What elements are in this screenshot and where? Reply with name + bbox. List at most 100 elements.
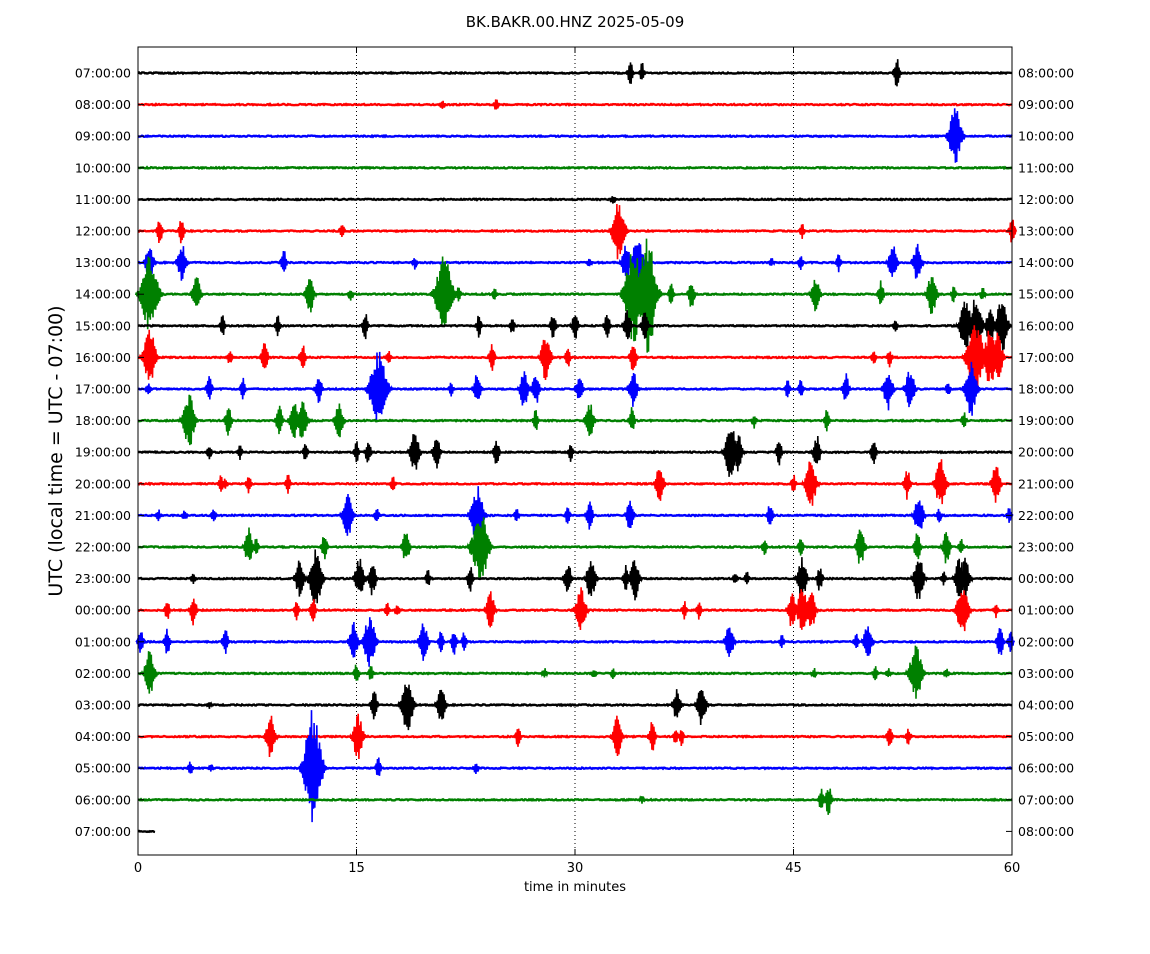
seismic-event — [490, 288, 500, 300]
trace-baseline — [137, 418, 1013, 423]
seismic-event — [773, 442, 785, 466]
right-time-label: 11:00:00 — [1018, 160, 1074, 175]
seismic-event — [626, 560, 644, 601]
trace-baseline — [137, 702, 1013, 708]
right-time-label: 14:00:00 — [1018, 255, 1074, 270]
seismic-event — [302, 279, 318, 313]
seismic-event — [694, 602, 704, 620]
seismic-event — [516, 371, 532, 406]
seismic-event — [251, 538, 261, 554]
seismic-event — [304, 549, 327, 604]
seismic-event — [651, 470, 668, 501]
seismic-event — [934, 508, 944, 523]
seismic-event — [608, 715, 626, 757]
trace-baseline — [137, 228, 1012, 234]
seismic-event — [987, 332, 1007, 378]
seismic-event — [338, 493, 357, 536]
seismic-event — [217, 315, 228, 336]
seismic-event — [437, 100, 447, 109]
seismic-event — [852, 529, 869, 564]
seismic-event — [941, 668, 952, 678]
right-time-label: 12:00:00 — [1018, 192, 1074, 207]
seismic-event — [1005, 631, 1016, 652]
trace-row — [137, 394, 1013, 446]
seismic-event — [645, 722, 659, 751]
seismic-event — [180, 510, 190, 520]
seismic-event — [884, 728, 895, 746]
seismic-event — [943, 383, 953, 395]
seismic-event — [423, 570, 433, 585]
seismic-event — [396, 684, 418, 731]
seismic-event — [793, 557, 811, 600]
seismic-event — [890, 320, 900, 332]
seismic-event — [730, 574, 740, 583]
x-axis-label: time in minutes — [524, 880, 626, 895]
trace-row — [137, 99, 1012, 110]
right-time-label: 19:00:00 — [1018, 413, 1074, 428]
seismic-event — [446, 382, 456, 397]
seismic-event — [154, 221, 166, 244]
seismic-event — [809, 435, 824, 464]
left-time-label: 03:00:00 — [75, 698, 131, 713]
seismic-event — [911, 533, 924, 560]
seismic-event — [638, 312, 651, 339]
seismic-event — [436, 631, 446, 653]
trace-baseline — [137, 70, 1012, 76]
right-time-label: 22:00:00 — [1018, 508, 1074, 523]
seismic-event — [909, 561, 928, 599]
seismic-event — [767, 258, 777, 267]
seismic-event — [490, 440, 502, 464]
seismic-event — [262, 715, 279, 758]
seismic-event — [890, 59, 903, 87]
right-time-label: 15:00:00 — [1018, 287, 1074, 302]
seismic-event — [220, 478, 230, 489]
seismic-event — [351, 664, 362, 681]
seismic-event — [608, 668, 618, 679]
seismic-event — [879, 374, 897, 411]
seismic-event — [283, 474, 293, 494]
seismic-event — [584, 258, 595, 267]
right-time-label: 05:00:00 — [1018, 729, 1074, 744]
seismic-event — [562, 348, 573, 367]
right-time-label: 21:00:00 — [1018, 476, 1074, 491]
seismic-event — [188, 277, 205, 306]
seismic-event — [209, 509, 219, 522]
right-time-labels: 08:00:00 09:00:00 10:00:00 11:00:00 12:00:00… — [1006, 66, 1074, 839]
seismic-event — [225, 351, 235, 363]
x-tick-label: 0 — [134, 861, 142, 876]
seismic-event — [623, 500, 637, 529]
right-time-label: 08:00:00 — [1018, 66, 1074, 81]
seismic-event — [134, 256, 165, 330]
right-time-label: 02:00:00 — [1018, 634, 1074, 649]
seismic-event — [633, 238, 663, 353]
trace-baseline — [138, 165, 1013, 171]
seismic-event — [601, 314, 613, 338]
right-time-label: 10:00:00 — [1018, 129, 1074, 144]
seismic-event — [161, 628, 173, 654]
seismic-event — [272, 315, 283, 337]
seismic-event — [560, 565, 575, 592]
seismic-event — [822, 410, 832, 432]
seismic-event — [620, 310, 634, 340]
seismic-event — [991, 604, 1001, 619]
seismic-event — [206, 764, 216, 772]
x-tick-label: 45 — [785, 861, 802, 876]
trace-row — [137, 517, 1013, 580]
seismic-event — [870, 666, 880, 681]
seismic-event — [318, 537, 330, 560]
seismic-event — [749, 416, 759, 429]
seismic-event — [351, 441, 362, 463]
right-time-label: 20:00:00 — [1018, 445, 1074, 460]
seismic-event — [258, 343, 271, 369]
left-time-label: 12:00:00 — [75, 224, 131, 239]
seismic-event — [900, 471, 913, 500]
right-time-label: 01:00:00 — [1018, 603, 1074, 618]
right-time-label: 09:00:00 — [1018, 97, 1074, 112]
seismic-event — [350, 558, 368, 592]
seismic-event — [140, 651, 159, 694]
left-time-label: 00:00:00 — [75, 603, 131, 618]
seismic-event — [471, 763, 481, 774]
seismic-event — [679, 601, 689, 620]
trace-baseline — [137, 355, 1013, 360]
seismic-event — [960, 361, 982, 416]
